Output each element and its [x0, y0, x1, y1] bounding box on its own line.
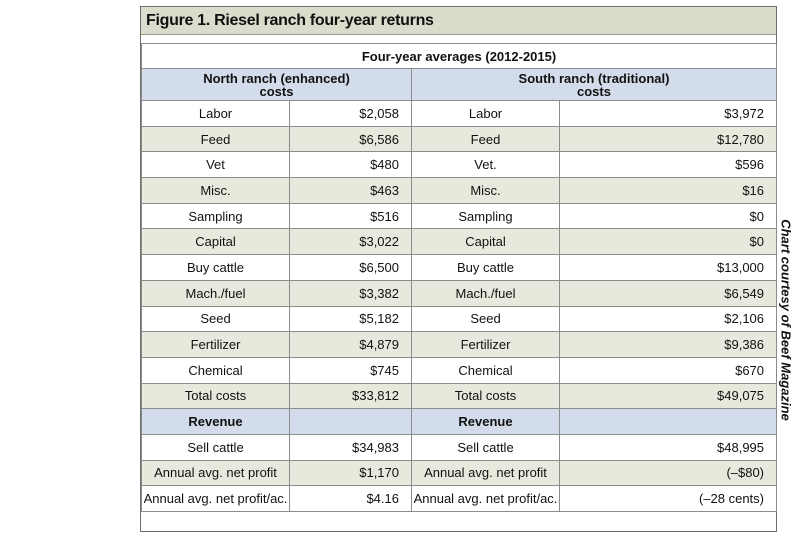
south-cost-label: Seed	[411, 305, 560, 333]
south-cost-label: Fertilizer	[411, 331, 560, 358]
south-cost-label: Misc.	[411, 177, 560, 204]
north-revenue-header: Revenue	[141, 408, 290, 435]
north-cost-value: $33,812	[289, 382, 412, 410]
south-cost-value: $12,780	[558, 125, 778, 153]
table-row: Chemical $745 Chemical $670	[141, 356, 778, 384]
south-header-line2: costs	[577, 83, 611, 99]
south-cost-label: Buy cattle	[411, 254, 560, 281]
south-cost-value: $0	[558, 202, 778, 230]
north-cost-value: $4,879	[289, 331, 412, 358]
south-cost-value: $596	[558, 151, 778, 179]
table-subtitle: Four-year averages (2012-2015)	[140, 43, 778, 69]
south-revenue-blank	[558, 408, 778, 435]
south-revenue-value: $48,995	[558, 433, 778, 461]
south-cost-label: Total costs	[411, 382, 560, 410]
table-row: Capital $3,022 Capital $0	[141, 228, 778, 256]
north-cost-value: $745	[289, 356, 412, 384]
north-cost-label: Labor	[141, 100, 290, 127]
north-cost-label: Feed	[141, 125, 290, 153]
north-cost-value: $5,182	[289, 305, 412, 333]
south-cost-value: $3,972	[558, 100, 778, 127]
north-header-line1: North ranch (enhanced)	[203, 70, 350, 86]
table-row: Annual avg. net profit $1,170 Annual avg. …	[141, 459, 778, 487]
north-revenue-blank	[289, 408, 412, 435]
north-cost-value: $3,382	[289, 279, 412, 307]
revenue-header-row: Revenue Revenue	[141, 408, 778, 435]
south-revenue-label: Annual avg. net profit/ac.	[411, 485, 560, 512]
table-row: Annual avg. net profit/ac. $4.16 Annual av…	[141, 485, 778, 512]
north-revenue-label: Annual avg. net profit/ac.	[141, 485, 290, 512]
north-cost-label: Total costs	[141, 382, 290, 410]
table-row: Feed $6,586 Feed $12,780	[141, 125, 778, 153]
south-revenue-value: (–$80)	[558, 459, 778, 487]
north-revenue-value: $1,170	[289, 459, 412, 487]
table-row: Sell cattle $34,983 Sell cattle $48,995	[141, 433, 778, 461]
north-cost-label: Sampling	[141, 202, 290, 230]
north-revenue-label: Annual avg. net profit	[141, 459, 290, 487]
south-revenue-label: Sell cattle	[411, 433, 560, 461]
north-cost-value: $516	[289, 202, 412, 230]
table-row: Misc. $463 Misc. $16	[141, 177, 778, 204]
south-header-line1: South ranch (traditional)	[518, 70, 670, 86]
south-cost-value: $2,106	[558, 305, 778, 333]
table-row: Sampling $516 Sampling $0	[141, 202, 778, 230]
south-cost-label: Labor	[411, 100, 560, 127]
table-row: Total costs $33,812 Total costs $49,075	[141, 382, 778, 410]
south-revenue-label: Annual avg. net profit	[411, 459, 560, 487]
north-cost-label: Misc.	[141, 177, 290, 204]
north-cost-value: $463	[289, 177, 412, 204]
north-ranch-header: North ranch (enhanced) costs	[141, 68, 412, 101]
south-revenue-header: Revenue	[411, 408, 560, 435]
north-header-line2: costs	[259, 83, 294, 99]
returns-table: Four-year averages (2012-2015) North ran…	[140, 43, 778, 512]
table-row: Fertilizer $4,879 Fertilizer $9,386	[141, 331, 778, 358]
south-revenue-value: (–28 cents)	[558, 485, 778, 512]
south-cost-label: Feed	[411, 125, 560, 153]
south-cost-value: $670	[558, 356, 778, 384]
north-cost-label: Fertilizer	[141, 331, 290, 358]
south-cost-label: Chemical	[411, 356, 560, 384]
chart-credit: Chart courtesy of Beef Magazine	[778, 219, 794, 421]
north-cost-label: Seed	[141, 305, 290, 333]
table-row: Mach./fuel $3,382 Mach./fuel $6,549	[141, 279, 778, 307]
south-cost-label: Sampling	[411, 202, 560, 230]
north-revenue-value: $34,983	[289, 433, 412, 461]
south-cost-value: $13,000	[558, 254, 778, 281]
north-cost-label: Buy cattle	[141, 254, 290, 281]
north-cost-value: $6,586	[289, 125, 412, 153]
north-cost-label: Vet	[141, 151, 290, 179]
table-row: Seed $5,182 Seed $2,106	[141, 305, 778, 333]
south-cost-value: $49,075	[558, 382, 778, 410]
south-cost-value: $9,386	[558, 331, 778, 358]
south-cost-value: $16	[558, 177, 778, 204]
south-cost-label: Capital	[411, 228, 560, 256]
north-cost-value: $2,058	[289, 100, 412, 127]
north-cost-value: $6,500	[289, 254, 412, 281]
figure: Figure 1. Riesel ranch four-year returns…	[140, 6, 778, 532]
north-revenue-label: Sell cattle	[141, 433, 290, 461]
north-cost-label: Capital	[141, 228, 290, 256]
table-row: Vet $480 Vet. $596	[141, 151, 778, 179]
table-row: Buy cattle $6,500 Buy cattle $13,000	[141, 254, 778, 281]
south-cost-label: Vet.	[411, 151, 560, 179]
south-cost-label: Mach./fuel	[411, 279, 560, 307]
north-cost-label: Chemical	[141, 356, 290, 384]
north-cost-value: $480	[289, 151, 412, 179]
south-ranch-header: South ranch (traditional) costs	[410, 68, 778, 101]
table-row: Labor $2,058 Labor $3,972	[141, 100, 778, 127]
south-cost-value: $0	[558, 228, 778, 256]
north-revenue-value: $4.16	[289, 485, 412, 512]
figure-title: Figure 1. Riesel ranch four-year returns	[141, 7, 776, 35]
north-cost-label: Mach./fuel	[141, 279, 290, 307]
north-cost-value: $3,022	[289, 228, 412, 256]
south-cost-value: $6,549	[558, 279, 778, 307]
